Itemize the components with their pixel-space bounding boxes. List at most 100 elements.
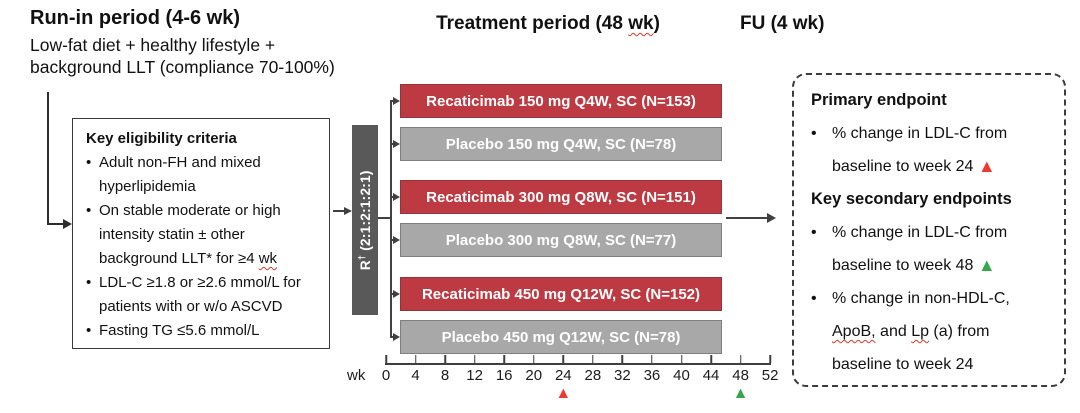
week-axis-tick (473, 355, 476, 363)
arm-recaticimab-450-q12w: Recaticimab 450 mg Q12W, SC (N=152) (400, 277, 722, 311)
runin-connector-vertical-line (47, 92, 49, 225)
runin-period-desc-line1: Low-fat diet + healthy lifestyle + (30, 35, 276, 55)
week-24-marker-icon: ▲ (555, 385, 572, 402)
week-axis-tick-label: 36 (643, 367, 661, 384)
eligibility-item: • LDL-C ≥1.8 or ≥2.6 mmol/L for patients … (86, 271, 319, 319)
week-axis: 0 4 8 12 16 20 24 28 32 36 40 44 48 52 ▲ ▲ (382, 355, 778, 411)
secondary-endpoint-2-text: % change in non-HDL-C, ApoB, and Lp (a) … (832, 282, 1030, 381)
arms-to-endpoints-line (726, 217, 768, 219)
secondary-endpoint-1-segment: % change in LDL-C from baseline to week … (832, 224, 1008, 274)
eligibility-item-text: Fasting TG ≤5.6 mmol/L (99, 319, 260, 343)
primary-endpoint-text: % change in LDL-C from baseline to week … (832, 117, 1030, 183)
apob-squiggle-text: ApoB, (832, 323, 876, 340)
secondary-endpoint-2-segment: and (875, 323, 912, 340)
eligibility-item: • Fasting TG ≤5.6 mmol/L (86, 319, 319, 343)
week-axis-tick-label: 32 (614, 367, 631, 384)
runin-period-title: Run-in period (4-6 wk) (30, 7, 240, 29)
branch-arrowhead-arm5-icon (393, 290, 400, 298)
branch-line-arm3 (390, 196, 394, 198)
runin-connector-horizontal-line (47, 223, 64, 225)
primary-endpoint-title: Primary endpoint (811, 91, 947, 109)
treatment-title-text: Treatment period (48 (436, 13, 629, 34)
eligibility-item-text: Adult non-FH and mixed hyperlipidemia (99, 151, 319, 199)
treatment-title-wk: wk (628, 13, 654, 34)
week-axis-tick-label: 28 (584, 367, 602, 384)
week-axis-tick (533, 355, 535, 363)
branch-line-arm2 (390, 143, 394, 145)
eligibility-item: • Adult non-FH and mixed hyperlipidemia (86, 151, 319, 199)
week-axis-tick-label: 44 (702, 367, 720, 384)
arm-placebo-450-q12w: Placebo 450 mg Q12W, SC (N=78) (400, 320, 722, 354)
randomization-bar: R† (2:1:2:1:2:1) (352, 125, 378, 315)
week-48-marker-icon: ▲ (732, 385, 749, 402)
week-axis-tick-label: 20 (525, 367, 543, 384)
eligibility-item-segment: Adult non-FH and mixed hyperlipidemia (99, 154, 261, 195)
branch-line-arm6 (390, 336, 394, 338)
randomization-branch-vertical-line (390, 100, 392, 338)
eligibility-item-text: LDL-C ≥1.8 or ≥2.6 mmol/L for patients w… (99, 271, 319, 319)
eligibility-item-segment: Fasting TG ≤5.6 mmol/L (99, 322, 260, 339)
arm-placebo-300-q8w: Placebo 300 mg Q8W, SC (N=77) (400, 223, 722, 257)
eligibility-to-randomization-line (333, 210, 345, 212)
triangle-up-week48-icon: ▲ (977, 255, 996, 275)
randomization-branch-stem-line (378, 217, 390, 219)
branch-line-arm1 (390, 100, 394, 102)
followup-period-title: FU (4 wk) (740, 13, 825, 34)
week-axis-tick-label: 16 (495, 367, 513, 384)
bullet-icon: • (811, 224, 817, 241)
randomization-ratio: (2:1:2:1:2:1) (358, 170, 374, 251)
week-axis-tick-label: 0 (381, 367, 391, 384)
week-axis-tick (769, 355, 771, 363)
arm-recaticimab-150-q4w: Recaticimab 150 mg Q4W, SC (N=153) (400, 84, 722, 118)
week-axis-tick-label: 8 (440, 367, 450, 384)
secondary-endpoint-2-segment: (a) from baseline to week 24 (832, 323, 990, 373)
triangle-up-week24-icon: ▲ (977, 156, 996, 176)
week-axis-tick (503, 355, 505, 363)
treatment-period-title: Treatment period (48 wk) (408, 13, 688, 35)
week-axis-tick-label: 48 (732, 367, 749, 384)
week-axis-tick (680, 355, 683, 363)
week-axis-tick-label: 12 (466, 367, 483, 384)
eligibility-to-randomization-arrowhead-icon (344, 207, 352, 215)
week-axis-tick-label: 52 (761, 367, 779, 384)
week-axis-tick (562, 355, 565, 363)
week-axis-tick (651, 355, 653, 363)
branch-line-arm5 (390, 293, 394, 295)
bullet-icon: • (86, 274, 92, 291)
eligibility-list: • Adult non-FH and mixed hyperlipidemia •… (86, 151, 319, 343)
eligibility-item-squiggle: wk (258, 250, 278, 267)
week-axis-tick-label: 40 (673, 367, 690, 384)
primary-endpoint-segment: % change in LDL-C from baseline to week … (832, 125, 1008, 175)
bullet-icon: • (811, 290, 817, 307)
branch-arrowhead-arm2-icon (393, 140, 400, 148)
lp-squiggle-text: Lp (911, 323, 929, 340)
week-axis-tick-label: 24 (554, 367, 572, 384)
runin-arrowhead-icon (63, 218, 72, 229)
arms-to-endpoints-arrowhead-icon (767, 213, 776, 223)
bullet-icon: • (86, 154, 92, 171)
arm-placebo-150-q4w: Placebo 150 mg Q4W, SC (N=78) (400, 127, 722, 161)
secondary-endpoint-item-2: • % change in non-HDL-C, ApoB, and Lp (a… (811, 282, 1056, 381)
dagger-icon: † (356, 254, 367, 260)
branch-line-arm4 (390, 239, 394, 241)
week-axis-baseline (385, 363, 771, 365)
eligibility-criteria-box: Key eligibility criteria • Adult non-FH a… (72, 118, 330, 349)
treatment-title-paren: ) (653, 13, 660, 34)
secondary-endpoint-2-segment: % change in non-HDL-C, (832, 290, 1010, 307)
branch-arrowhead-arm1-icon (393, 97, 400, 105)
eligibility-item: • On stable moderate or high intensity st… (86, 199, 319, 271)
runin-period-desc-line2: background LLT (compliance 70-100%) (30, 57, 335, 77)
week-axis-tick-label: 4 (411, 367, 420, 384)
eligibility-item-text: On stable moderate or high intensity sta… (99, 199, 319, 271)
secondary-endpoint-1-text: % change in LDL-C from baseline to week … (832, 216, 1030, 282)
bullet-icon: • (86, 322, 92, 339)
week-axis-unit-label: wk (347, 367, 366, 384)
eligibility-item-segment: LDL-C ≥1.8 or ≥2.6 mmol/L for patients w… (99, 274, 301, 315)
eligibility-item-segment: On stable moderate or high intensity sta… (99, 202, 281, 267)
eligibility-title: Key eligibility criteria (86, 130, 237, 147)
week-axis-tick (710, 355, 712, 363)
branch-arrowhead-arm3-icon (393, 193, 400, 201)
bullet-icon: • (86, 202, 92, 219)
branch-arrowhead-arm6-icon (393, 333, 400, 341)
